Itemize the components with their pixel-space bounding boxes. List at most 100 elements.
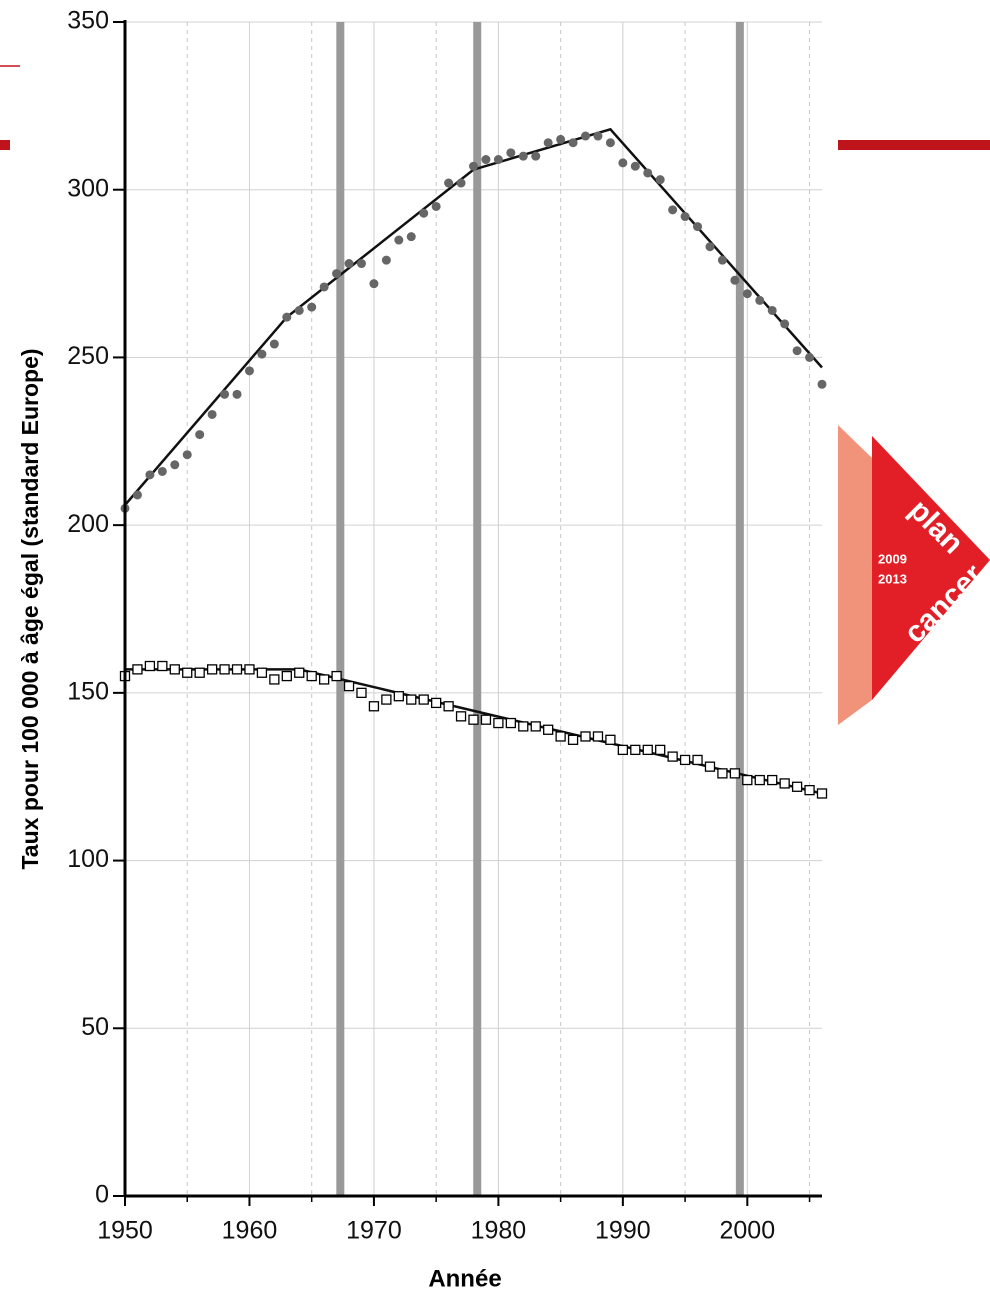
point — [231, 664, 243, 675]
point — [792, 346, 802, 356]
point — [804, 784, 815, 796]
red-bar — [0, 140, 10, 150]
point — [531, 151, 541, 161]
point — [729, 768, 741, 779]
x-axis-label: Année — [428, 1265, 501, 1292]
x-tick-label: 1990 — [595, 1217, 651, 1245]
point — [381, 694, 392, 705]
point — [369, 279, 379, 289]
point — [791, 781, 803, 792]
point — [643, 168, 653, 178]
point — [157, 466, 167, 476]
point — [742, 774, 753, 786]
point — [668, 205, 678, 215]
point — [269, 339, 279, 349]
y-tick-label: 150 — [67, 677, 109, 705]
logo-band — [838, 425, 872, 725]
point — [543, 724, 554, 735]
point — [692, 754, 703, 766]
point — [444, 178, 454, 188]
point — [144, 660, 156, 672]
point — [605, 734, 616, 745]
point — [493, 717, 504, 729]
point — [592, 731, 604, 742]
point — [642, 744, 653, 756]
point — [331, 670, 342, 682]
point — [481, 155, 491, 165]
point — [282, 312, 292, 322]
point — [767, 774, 778, 786]
point — [630, 161, 640, 171]
point — [318, 674, 330, 685]
point — [518, 721, 529, 732]
point — [443, 701, 454, 712]
point — [418, 694, 429, 705]
point — [145, 470, 155, 480]
point — [480, 714, 492, 725]
point — [281, 670, 292, 682]
point — [431, 697, 442, 709]
point — [344, 259, 354, 269]
x-tick-label: 1980 — [471, 1217, 527, 1245]
point — [693, 222, 703, 232]
point — [705, 242, 715, 252]
point — [381, 255, 391, 265]
y-tick-label: 250 — [67, 342, 109, 370]
point — [343, 680, 355, 692]
point — [206, 664, 218, 675]
point — [332, 269, 342, 279]
point — [368, 701, 380, 712]
y-tick-label: 350 — [67, 7, 109, 35]
point — [667, 751, 678, 762]
point — [469, 161, 478, 171]
x-tick-label: 1970 — [346, 1217, 402, 1245]
point — [356, 259, 366, 269]
point — [406, 694, 417, 705]
point — [730, 275, 740, 285]
y-tick-label: 0 — [95, 1181, 109, 1209]
point — [568, 138, 578, 148]
point — [157, 660, 168, 672]
point — [605, 138, 615, 148]
point — [556, 134, 566, 144]
point — [307, 302, 317, 312]
point — [269, 674, 280, 685]
point — [505, 717, 516, 729]
point — [294, 305, 304, 315]
point — [244, 366, 254, 376]
point — [182, 667, 193, 678]
point — [306, 670, 317, 682]
point — [717, 255, 727, 265]
point — [394, 235, 404, 245]
point — [817, 379, 827, 389]
point — [780, 319, 790, 329]
point — [680, 212, 690, 222]
point — [132, 490, 142, 500]
point — [767, 305, 777, 315]
point — [754, 774, 765, 786]
point — [319, 282, 329, 292]
point — [506, 148, 516, 158]
point — [655, 175, 665, 185]
point — [742, 289, 752, 299]
point — [219, 664, 230, 675]
point — [518, 151, 528, 161]
logo-triangle — [872, 436, 990, 700]
point — [132, 664, 143, 675]
point — [567, 734, 579, 745]
point — [294, 667, 305, 678]
point — [456, 178, 466, 188]
point — [779, 778, 790, 789]
point — [655, 744, 666, 756]
y-tick-label: 100 — [67, 845, 109, 873]
point — [194, 667, 205, 678]
point — [630, 744, 641, 756]
point — [704, 761, 716, 772]
x-tick-label: 2000 — [720, 1217, 776, 1245]
x-tick-label: 1950 — [97, 1217, 153, 1245]
point — [618, 158, 628, 168]
point — [406, 232, 416, 242]
point — [679, 754, 691, 766]
point — [207, 409, 217, 419]
